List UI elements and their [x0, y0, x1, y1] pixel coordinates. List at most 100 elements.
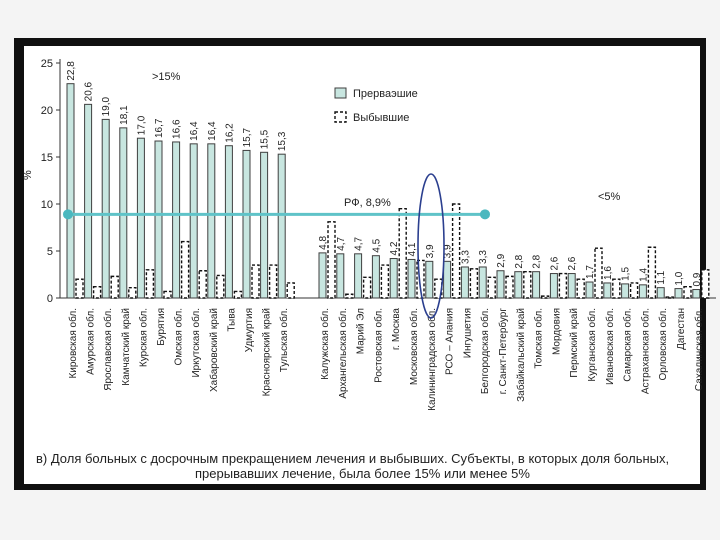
- category-label: Иркутская обл.: [190, 308, 202, 378]
- value-label: 15,7: [242, 128, 253, 148]
- value-label: 17,0: [136, 115, 147, 135]
- value-label: 3,3: [478, 250, 489, 264]
- bar-dropped: [286, 282, 295, 299]
- category-label: РСО – Алания: [445, 308, 456, 375]
- bar-interrupted: [66, 83, 75, 299]
- bar-interrupted: [585, 281, 594, 299]
- category-label: Красноярский край: [262, 308, 273, 396]
- value-label: 18,1: [119, 105, 130, 125]
- bar-interrupted: [692, 289, 701, 299]
- category-label: Хабаровский край: [208, 308, 220, 392]
- category-label: Ростовская обл.: [372, 308, 384, 383]
- value-label: 19,0: [101, 96, 112, 116]
- category-label: Ивановская обл.: [604, 308, 616, 385]
- caption-line-2: прерывавших лечение, была более 15% или …: [195, 466, 530, 481]
- category-label: г. Санкт-Петербург: [497, 308, 509, 395]
- category-label: Марий Эл: [356, 308, 367, 354]
- bar-dropped: [505, 275, 514, 299]
- category-label: Ярославская обл.: [102, 308, 114, 391]
- bar-dropped: [398, 207, 407, 299]
- bar-interrupted: [567, 273, 576, 299]
- bar-dropped: [416, 259, 425, 299]
- annotation-over-15: >15%: [152, 71, 181, 83]
- value-label: 2,9: [496, 253, 507, 267]
- highlight-ellipse: [417, 173, 445, 319]
- category-label: Пермский край: [569, 308, 580, 378]
- bar-dropped: [558, 272, 568, 299]
- value-label: 2,8: [532, 254, 543, 268]
- bar-interrupted: [172, 141, 181, 299]
- bar-dropped: [380, 264, 390, 299]
- bar-interrupted: [407, 258, 416, 299]
- category-label: Тульская обл.: [278, 308, 290, 372]
- bar-interrupted: [189, 143, 198, 299]
- value-label: 4,5: [371, 238, 382, 252]
- bar-interrupted: [443, 260, 452, 299]
- bar-dropped: [523, 270, 532, 299]
- bar-dropped: [362, 276, 372, 299]
- category-label: Дагестан: [676, 308, 687, 350]
- bar-dropped: [251, 264, 260, 299]
- category-label: Астраханская обл.: [639, 308, 651, 394]
- value-label: 20,6: [84, 81, 95, 101]
- category-label: Камчатский край: [121, 308, 132, 386]
- category-label: Сахалинская обл.: [693, 308, 705, 391]
- bar-interrupted: [242, 149, 251, 299]
- bar-interrupted: [336, 253, 345, 299]
- bar-dropped: [268, 264, 278, 299]
- category-label: Самарская обл.: [622, 308, 634, 382]
- category-label: Тыва: [226, 308, 237, 332]
- value-label: 4,1: [407, 242, 418, 256]
- legend-label-dropped: Выбывшие: [353, 112, 409, 124]
- bar-interrupted: [638, 284, 647, 299]
- bar-dropped: [180, 240, 190, 299]
- y-tick-label: 20: [41, 105, 53, 117]
- category-label: Забайкальский край: [515, 308, 527, 402]
- category-label: Калужская обл.: [319, 308, 331, 380]
- y-tick-label: 25: [41, 58, 53, 70]
- legend-swatch-dropped: [334, 111, 347, 123]
- bar-dropped: [469, 268, 479, 299]
- category-label: Курганская обл.: [586, 308, 598, 382]
- value-label: 3,9: [425, 244, 436, 258]
- category-label: Амурская обл.: [85, 308, 97, 375]
- value-label: 2,6: [567, 256, 578, 270]
- value-label: 15,5: [260, 129, 271, 149]
- value-label: 1,6: [603, 266, 614, 280]
- value-label: 4,2: [389, 241, 400, 255]
- bar-interrupted: [389, 258, 398, 299]
- bar-dropped: [647, 246, 657, 299]
- bar-interrupted: [224, 145, 233, 299]
- value-label: 2,8: [514, 254, 525, 268]
- bar-dropped: [594, 247, 603, 299]
- bar-interrupted: [478, 266, 487, 299]
- bar-dropped: [540, 295, 550, 299]
- value-label: 4,8: [318, 236, 329, 250]
- value-label: 0,9: [692, 272, 703, 286]
- category-label: Удмуртия: [244, 308, 255, 352]
- bar-dropped: [629, 282, 639, 299]
- bar-interrupted: [532, 271, 541, 299]
- bar-dropped: [665, 296, 674, 299]
- bar-interrupted: [621, 283, 630, 299]
- bar-interrupted: [207, 143, 216, 299]
- bar-dropped: [163, 290, 172, 299]
- bar-dropped: [683, 286, 692, 299]
- bar-interrupted: [425, 260, 434, 299]
- bar-interrupted: [277, 153, 286, 299]
- value-label: 16,6: [172, 119, 183, 139]
- bar-dropped: [233, 290, 243, 299]
- value-label: 16,7: [154, 118, 165, 138]
- value-label: 1,7: [585, 265, 596, 279]
- category-label: Омская обл.: [173, 308, 185, 365]
- category-label: Московская обл.: [408, 308, 420, 385]
- y-tick-label: 5: [47, 246, 53, 258]
- bar-dropped: [451, 203, 461, 299]
- reference-label: РФ, 8,9%: [344, 197, 391, 209]
- value-label: 16,4: [189, 121, 200, 141]
- bar-dropped: [576, 278, 585, 299]
- bar-interrupted: [136, 137, 145, 299]
- bar-dropped: [110, 275, 119, 299]
- bar-dropped: [75, 278, 84, 299]
- bar-interrupted: [496, 270, 505, 299]
